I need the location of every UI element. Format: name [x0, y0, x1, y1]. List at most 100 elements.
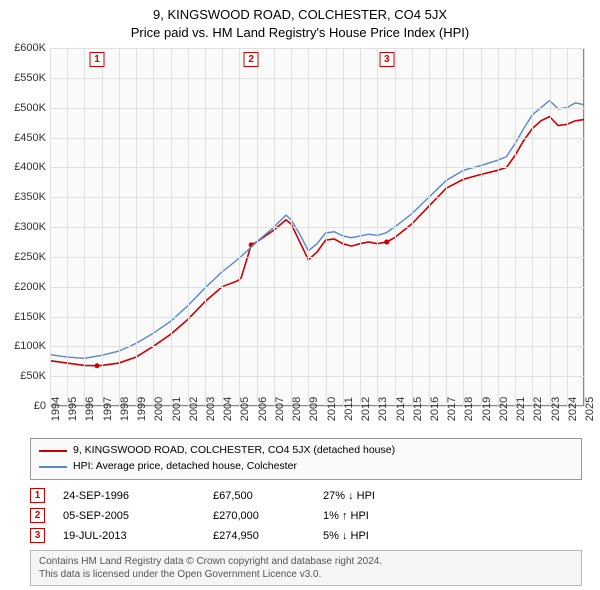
legend-label-price-paid: 9, KINGSWOOD ROAD, COLCHESTER, CO4 5JX (…: [73, 443, 395, 459]
xtick-label: 2018: [463, 397, 475, 421]
transaction-price: £67,500: [213, 490, 323, 502]
gridline-v: [550, 48, 551, 406]
gridline-v: [412, 48, 413, 406]
xtick-label: 1998: [119, 397, 131, 421]
xtick-label: 2021: [515, 397, 527, 421]
chart-marker-box: 3: [379, 52, 394, 67]
ytick-label: £550K: [14, 72, 46, 84]
xtick-label: 2024: [567, 397, 579, 421]
gridline-v: [257, 48, 258, 406]
xtick-label: 2003: [205, 397, 217, 421]
transaction-row: 319-JUL-2013£274,9505% ↓ HPI: [30, 526, 582, 546]
transactions-table: 124-SEP-1996£67,50027% ↓ HPI205-SEP-2005…: [30, 486, 582, 546]
xtick-label: 2000: [153, 397, 165, 421]
transaction-date: 19-JUL-2013: [63, 530, 213, 542]
transaction-date: 24-SEP-1996: [63, 490, 213, 502]
ytick-label: £450K: [14, 132, 46, 144]
gridline-h: [50, 317, 584, 318]
gridline-v: [102, 48, 103, 406]
xtick-label: 2008: [291, 397, 303, 421]
gridline-h: [50, 227, 584, 228]
ytick-label: £300K: [14, 221, 46, 233]
gridline-v: [308, 48, 309, 406]
ytick-label: £0: [34, 400, 46, 412]
gridline-h: [50, 108, 584, 109]
gridline-v: [84, 48, 85, 406]
gridline-v: [567, 48, 568, 406]
gridline-v: [67, 48, 68, 406]
xtick-label: 2020: [498, 397, 510, 421]
gridline-v: [481, 48, 482, 406]
legend-row-price-paid: 9, KINGSWOOD ROAD, COLCHESTER, CO4 5JX (…: [39, 443, 573, 459]
xtick-label: 2016: [429, 397, 441, 421]
gridline-v: [584, 48, 585, 406]
chart-marker-box: 2: [244, 52, 259, 67]
legend-box: 9, KINGSWOOD ROAD, COLCHESTER, CO4 5JX (…: [30, 438, 582, 480]
gridline-v: [119, 48, 120, 406]
gridline-v: [50, 48, 51, 406]
xtick-label: 2009: [308, 397, 320, 421]
transaction-price: £270,000: [213, 510, 323, 522]
footer-line-2: This data is licensed under the Open Gov…: [39, 568, 573, 581]
gridline-v: [463, 48, 464, 406]
ytick-label: £600K: [14, 42, 46, 54]
below-chart-block: 9, KINGSWOOD ROAD, COLCHESTER, CO4 5JX (…: [30, 438, 582, 586]
ytick-label: £350K: [14, 191, 46, 203]
xtick-label: 1994: [50, 397, 62, 421]
gridline-v: [360, 48, 361, 406]
legend-swatch-hpi: [39, 466, 67, 468]
xtick-label: 2006: [257, 397, 269, 421]
gridline-v: [153, 48, 154, 406]
gridline-v: [222, 48, 223, 406]
gridline-v: [188, 48, 189, 406]
series-line-hpi: [50, 101, 584, 359]
series-marker-point: [384, 239, 389, 244]
ytick-label: £400K: [14, 161, 46, 173]
gridline-v: [136, 48, 137, 406]
xtick-label: 2023: [550, 397, 562, 421]
gridline-v: [205, 48, 206, 406]
gridline-v: [239, 48, 240, 406]
xtick-label: 2015: [412, 397, 424, 421]
transaction-row: 205-SEP-2005£270,0001% ↑ HPI: [30, 506, 582, 526]
xtick-label: 2012: [360, 397, 372, 421]
transaction-marker: 1: [30, 488, 45, 503]
xtick-label: 2013: [377, 397, 389, 421]
xtick-label: 2001: [171, 397, 183, 421]
legend-row-hpi: HPI: Average price, detached house, Colc…: [39, 459, 573, 475]
transaction-row: 124-SEP-1996£67,50027% ↓ HPI: [30, 486, 582, 506]
gridline-h: [50, 197, 584, 198]
ytick-label: £250K: [14, 251, 46, 263]
transaction-date: 05-SEP-2005: [63, 510, 213, 522]
ytick-label: £50K: [20, 370, 46, 382]
ytick-label: £150K: [14, 311, 46, 323]
chart-plot-area: £0£50K£100K£150K£200K£250K£300K£350K£400…: [50, 48, 584, 406]
xtick-label: 2022: [532, 397, 544, 421]
xtick-label: 1995: [67, 397, 79, 421]
legend-swatch-price-paid: [39, 450, 67, 452]
xtick-label: 2010: [326, 397, 338, 421]
gridline-h: [50, 78, 584, 79]
xtick-label: 2011: [343, 397, 355, 421]
series-marker-point: [95, 363, 100, 368]
xtick-label: 2007: [274, 397, 286, 421]
gridline-h: [50, 167, 584, 168]
gridline-v: [498, 48, 499, 406]
xtick-label: 1999: [136, 397, 148, 421]
title-block: 9, KINGSWOOD ROAD, COLCHESTER, CO4 5JX P…: [0, 0, 600, 42]
gridline-h: [50, 48, 584, 49]
gridline-v: [326, 48, 327, 406]
legend-label-hpi: HPI: Average price, detached house, Colc…: [73, 459, 297, 475]
xtick-label: 1997: [102, 397, 114, 421]
xtick-label: 2017: [446, 397, 458, 421]
chart-marker-box: 1: [90, 52, 105, 67]
gridline-v: [343, 48, 344, 406]
xtick-label: 2019: [481, 397, 493, 421]
gridline-v: [429, 48, 430, 406]
xtick-label: 1996: [84, 397, 96, 421]
xtick-label: 2025: [584, 397, 596, 421]
xtick-label: 2002: [188, 397, 200, 421]
gridline-h: [50, 257, 584, 258]
chart-container: 9, KINGSWOOD ROAD, COLCHESTER, CO4 5JX P…: [0, 0, 600, 590]
gridline-v: [171, 48, 172, 406]
